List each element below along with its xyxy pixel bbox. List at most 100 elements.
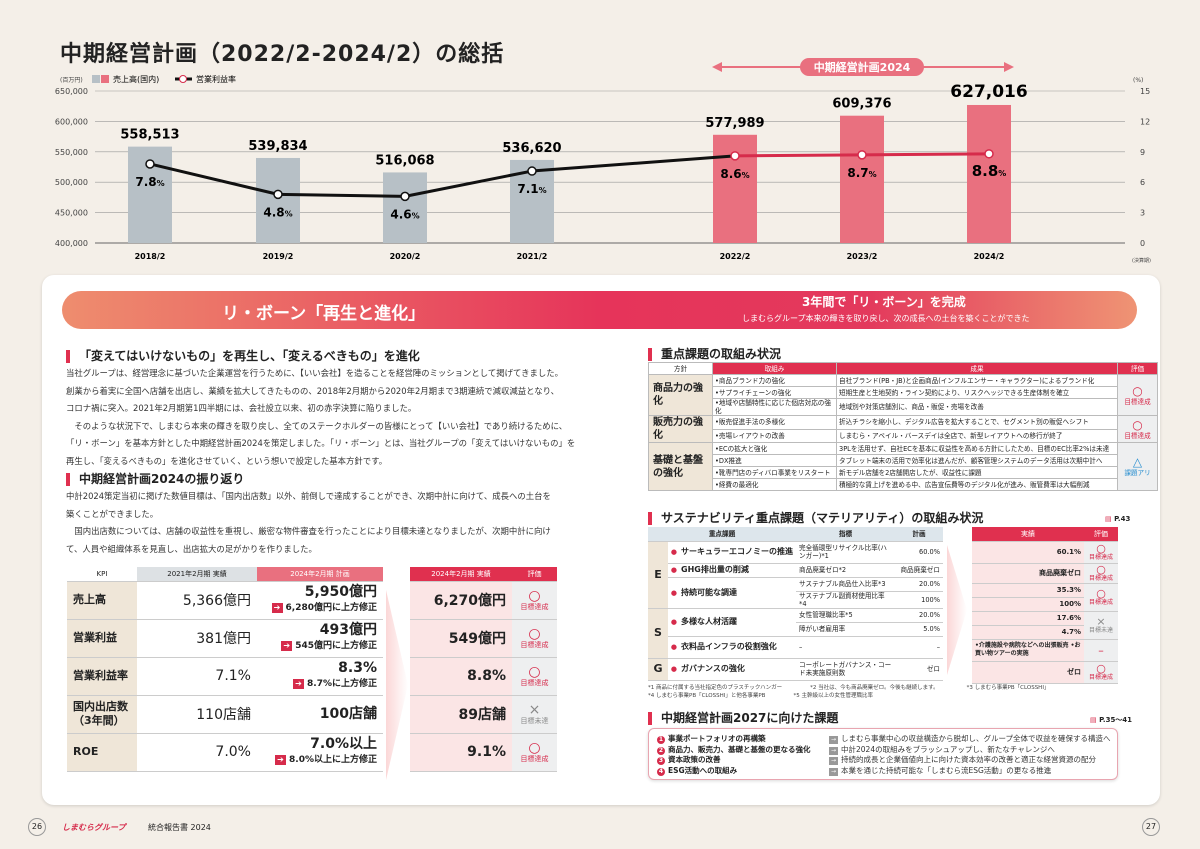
table-row: 商品力の強化 •商品ブランド力の強化 自社ブランド(PB・JB)と企画商品(インフル… [648,374,1158,416]
table-row: 売上高 5,366億円 5,950億円 ➔ 6,280億円に上方修正 [67,581,383,620]
text-line: 当社グループは、経営理念に基づいた企業運営を行うために、【いい会社】を造ることを… [66,368,564,378]
revision: 545億円に上方修正 [295,641,377,651]
col-header: 実績 [972,527,1084,542]
bar-value-label: 536,620 [502,141,561,156]
eval-label: 目標達成 [1124,397,1151,406]
plan-action: 持続的成長と企業価値向上に向けた資本効率の改善と適正な経営資源の配分 [829,755,1096,765]
rate-label: 4.6% [390,207,419,221]
table-row: 衣料品インフラの役割強化–– [648,636,943,659]
outcome: 自社ブランド(PB・JB)と企画商品(インフルエンサー・キャラクター)によるブラ… [836,374,1118,387]
rate-label: 8.8% [972,162,1007,180]
table-row: 障がい者雇用率 5.0% [648,622,943,637]
text-line: コロナ禍に突入。2021年2月期第1四半期には、会社設立以来、初の赤字決算に陥り… [66,403,417,413]
col-header: 2021年2月期 実績 [137,567,257,582]
revision: 8.7%に上方修正 [307,679,377,689]
eval-label: 目標達成 [1088,598,1113,606]
bar-value-label: 627,016 [950,82,1027,102]
line-segment [861,152,990,157]
result-value: 9.1% [410,733,512,772]
table-row: 営業利益 381億円 493億円 ➔ 545億円に上方修正 [67,619,383,658]
line-point [400,191,410,202]
rate-label: 7.1% [517,182,546,196]
kpi-name: ROE [67,733,137,772]
table-row: 6,270億円 ○ 目標達成 [410,581,557,620]
section-body: 中計2024策定当初に掲げた数値目標は、「国内出店数」以外、前倒しで達成すること… [66,488,551,558]
bar [383,172,427,243]
table-row: サステナブル副資材使用比率*4 100% [648,591,943,609]
plan: 商品廃棄ゼロ [895,563,943,578]
revision: 8.0%以上に上方修正 [289,755,377,765]
actual-value: 5,366億円 [137,581,257,620]
table-row: 基礎と基盤の強化 •ECの拡大と強化 3PLを活用せず、自社ECを基本に収益性を高め… [648,442,1158,491]
eval-mark: ○ [1132,417,1143,432]
line-point [984,149,994,159]
eval-mark: ○ [1096,541,1106,555]
metric: 女性管理職比率*5 [796,608,896,623]
y-tick-label: 600,000 [55,117,88,126]
result: 100% [972,597,1084,612]
col-header: 重点課題 [648,527,797,542]
result: 4.7% [972,625,1084,640]
page-ref: P.35～41 [1090,715,1132,725]
priority-table: 方針 取組み 成果 評価 商品力の強化 •商品ブランド力の強化 自社ブランド(PB・JB)と… [648,362,1158,491]
x-tick-label: 2020/2 [390,252,421,261]
table-row: 60.1% ○ 目標達成 [972,541,1118,564]
initiative: •DX推進 [712,454,837,467]
col-header: 2024年2月期 計画 [257,567,383,582]
arrow-right-icon: ➔ [271,603,283,613]
table-row: 8.8% ○ 目標達成 [410,657,557,696]
policy: 基礎と基盤の強化 [648,442,713,491]
text-line: 「リ・ボーン」を基本方針とした中期経営計画2024を策定しました。「リ・ボーン」… [66,438,576,448]
eval-label: 目標未達 [520,716,549,725]
bar [840,115,884,243]
plan-issue: 1 事業ポートフォリオの再構築 [657,734,766,744]
footnotes: *1 商品に付属する当社指定色のプラスチックハンガー *2 当社は、今も商品廃棄ゼ… [648,685,1050,699]
page-ref: P.43 [1105,515,1130,523]
plan: 60.0% [895,541,943,564]
eval-mark: ○ [528,663,541,680]
result: 60.1% [972,541,1084,564]
legend-swatch [92,75,100,83]
esg-category: S [648,608,668,659]
legend-marker [179,75,187,83]
issue: GHG排出量の削減 [667,563,797,578]
issue: サーキュラーエコノミーの推進 [667,541,797,564]
kpi-result-table: 2024年2月期 実績 評価 6,270億円 ○ 目標達成 549億円 ○ 目標達成 8.8% ○… [410,567,557,772]
eval-label: 目標達成 [1088,673,1113,681]
metric: – [796,636,896,659]
revision: 6,280億円に上方修正 [285,603,377,613]
issue: 衣料品インフラの役割強化 [667,636,797,659]
outcome: 折込チラシを縮小し、デジタル広告を拡大することで、セグメント別の販促へシフト [836,415,1118,430]
x-axis-note: (決算期) [1132,257,1151,264]
col-header: 評価 [512,567,557,582]
section-heading: 重点課題の取組み状況 [648,348,781,361]
initiative: •サプライチェーンの強化 [712,386,837,399]
initiative: •経費の最適化 [712,478,837,491]
col-header: 計画 [895,527,943,542]
result: •介護施設や病院などへの出張販売 •お買い物ツアーの実施 [972,639,1084,662]
text-line: 築くことができました。 [66,508,159,519]
brand-logo: しまむらグループ [62,823,126,832]
text-line: 中計2024策定当初に掲げた数値目標は、「国内出店数」以外、前倒しで達成すること… [66,491,551,501]
banner-sub: しまむらグループ本来の輝きを取り戻し、次の成長への土台を築くことができた [742,314,1030,323]
eval-label: 課題アリ [1124,469,1151,477]
plan-value: 100店舗 [319,706,377,722]
text-line: 再生し、「変えるべきもの」を進化させていく、という想いで設定した基本方針です。 [66,455,388,466]
reborn-banner: リ・ボーン「再生と進化」 3年間で「リ・ボーン」を完成 しまむらグループ本来の輝… [62,291,1137,329]
eval-mark: × [1096,614,1106,628]
section-heading: 中期経営計画2024の振り返り [66,473,244,486]
esg-category: E [648,541,668,609]
result-value: 8.8% [410,657,512,696]
table-row: 国内出店数（3年間） 110店舗 100店舗 [67,695,383,734]
y2-tick-label: 15 [1140,87,1150,96]
issue: 持続可能な調達 [667,577,797,609]
page-number: 26 [28,818,46,836]
plan-issue: 4 ESG活動への取組み [657,765,738,776]
table-row: 商品廃棄ゼロ ○ 目標達成 [972,563,1118,584]
bar [967,104,1011,243]
result: ゼロ [972,661,1084,684]
bar [713,134,757,243]
result: 商品廃棄ゼロ [972,563,1084,584]
y2-tick-label: 0 [1140,239,1145,248]
